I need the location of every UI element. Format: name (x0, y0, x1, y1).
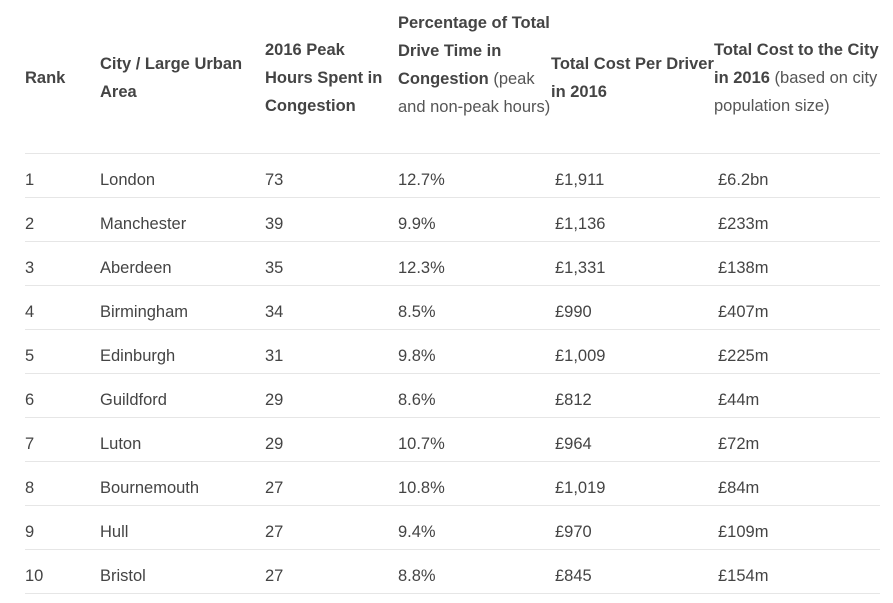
header-percentage-note: (peak and non-peak hours) (398, 70, 551, 116)
congestion-table: Rank City / Large Urban Area 2016 Peak H… (25, 0, 880, 594)
cell-cost-city: £72m (718, 435, 760, 453)
header-city: City / Large Urban Area (100, 55, 243, 101)
cell-hours: 34 (265, 303, 284, 321)
cell-rank: 7 (25, 435, 35, 453)
cell-hours: 29 (265, 435, 284, 453)
cell-city: Luton (100, 435, 142, 453)
cell-percentage: 9.9% (398, 215, 436, 233)
table-row: 7 Luton 29 10.7% £964 £72m (25, 418, 880, 462)
cell-cost-city: £109m (718, 523, 769, 541)
cell-percentage: 8.8% (398, 567, 436, 585)
cell-hours: 29 (265, 391, 284, 409)
cell-city: Aberdeen (100, 259, 172, 277)
cell-cost-driver: £1,009 (555, 347, 606, 365)
table-row: 6 Guildford 29 8.6% £812 £44m (25, 374, 880, 418)
table-row: 2 Manchester 39 9.9% £1,136 £233m (25, 198, 880, 242)
cell-cost-driver: £845 (555, 567, 592, 585)
cell-hours: 35 (265, 259, 284, 277)
cell-percentage: 12.3% (398, 259, 445, 277)
cell-percentage: 10.8% (398, 479, 445, 497)
cell-cost-driver: £1,136 (555, 215, 606, 233)
cell-percentage: 8.5% (398, 303, 436, 321)
cell-rank: 9 (25, 523, 35, 541)
cell-cost-city: £6.2bn (718, 171, 769, 189)
cell-city: Birmingham (100, 303, 189, 321)
header-percentage: Percentage of Total Drive Time in Conges… (398, 9, 558, 121)
cell-cost-city: £407m (718, 303, 769, 321)
cell-city: Hull (100, 523, 129, 541)
cell-percentage: 9.4% (398, 523, 436, 541)
cell-rank: 5 (25, 347, 35, 365)
cell-cost-driver: £812 (555, 391, 592, 409)
cell-cost-city: £233m (718, 215, 769, 233)
cell-hours: 39 (265, 215, 284, 233)
cell-cost-city: £154m (718, 567, 769, 585)
cell-city: Bristol (100, 567, 146, 585)
cell-hours: 27 (265, 523, 284, 541)
header-rank: Rank (25, 69, 66, 87)
cell-cost-city: £138m (718, 259, 769, 277)
table-row: 4 Birmingham 34 8.5% £990 £407m (25, 286, 880, 330)
cell-percentage: 8.6% (398, 391, 436, 409)
cell-rank: 6 (25, 391, 35, 409)
table-row: 5 Edinburgh 31 9.8% £1,009 £225m (25, 330, 880, 374)
table-row: 1 London 73 12.7% £1,911 £6.2bn (25, 154, 880, 198)
cell-rank: 2 (25, 215, 35, 233)
header-peak-hours: 2016 Peak Hours Spent in Congestion (265, 41, 383, 115)
cell-rank: 3 (25, 259, 35, 277)
header-cost-city-main: Total Cost to the City in 2016 (714, 41, 879, 87)
cell-cost-driver: £1,911 (555, 171, 605, 189)
table-row: 9 Hull 27 9.4% £970 £109m (25, 506, 880, 550)
cell-rank: 1 (25, 171, 35, 189)
cell-rank: 10 (25, 567, 44, 585)
cell-cost-city: £225m (718, 347, 769, 365)
cell-rank: 8 (25, 479, 35, 497)
cell-hours: 27 (265, 567, 284, 585)
table-row: 8 Bournemouth 27 10.8% £1,019 £84m (25, 462, 880, 506)
table-row: 3 Aberdeen 35 12.3% £1,331 £138m (25, 242, 880, 286)
cell-city: Bournemouth (100, 479, 200, 497)
cell-percentage: 9.8% (398, 347, 436, 365)
cell-cost-driver: £1,331 (555, 259, 606, 277)
cell-hours: 27 (265, 479, 284, 497)
cell-percentage: 12.7% (398, 171, 445, 189)
cell-cost-driver: £970 (555, 523, 592, 541)
cell-cost-driver: £990 (555, 303, 592, 321)
header-cost-city-note: (based on city population size) (714, 69, 878, 115)
header-percentage-main: Percentage of Total Drive Time in Conges… (398, 14, 550, 88)
cell-city: Guildford (100, 391, 167, 409)
cell-hours: 31 (265, 347, 284, 365)
cell-cost-city: £44m (718, 391, 760, 409)
cell-rank: 4 (25, 303, 35, 321)
cell-cost-driver: £964 (555, 435, 592, 453)
cell-cost-city: £84m (718, 479, 760, 497)
cell-cost-driver: £1,019 (555, 479, 606, 497)
cell-percentage: 10.7% (398, 435, 445, 453)
cell-city: Manchester (100, 215, 187, 233)
header-cost-driver: Total Cost Per Driver in 2016 (551, 55, 714, 101)
table-header: Rank City / Large Urban Area 2016 Peak H… (25, 0, 880, 154)
header-cost-city: Total Cost to the City in 2016 (based on… (714, 36, 880, 120)
cell-city: London (100, 171, 156, 189)
cell-hours: 73 (265, 171, 284, 189)
cell-city: Edinburgh (100, 347, 176, 365)
table-row: 10 Bristol 27 8.8% £845 £154m (25, 550, 880, 594)
